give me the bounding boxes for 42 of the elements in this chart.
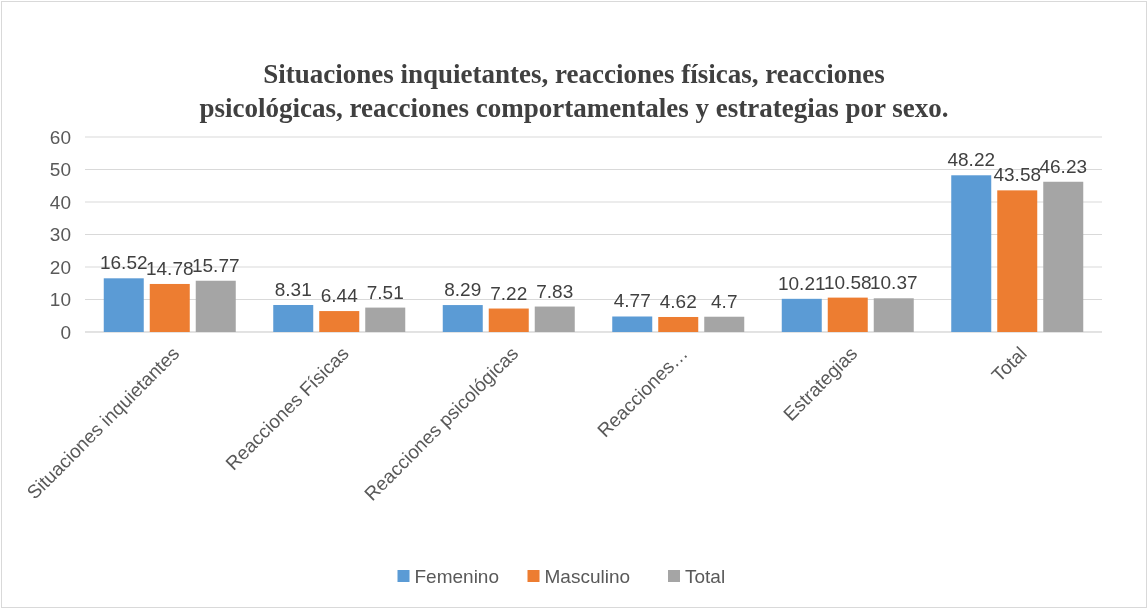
- y-tick-label: 30: [49, 224, 71, 246]
- data-label: 8.29: [444, 279, 482, 301]
- data-label: 4.62: [659, 290, 697, 312]
- y-tick-label: 0: [60, 321, 71, 343]
- legend-label: Masculino: [544, 565, 631, 587]
- y-tick-label: 50: [49, 159, 71, 181]
- data-label: 16.52: [99, 252, 148, 274]
- data-label: 8.31: [274, 278, 312, 300]
- legend-label: Total: [685, 565, 726, 587]
- data-label: 7.22: [490, 282, 528, 304]
- bar: [704, 316, 745, 332]
- bar: [534, 306, 575, 332]
- y-tick-label: 40: [49, 191, 71, 213]
- bar: [319, 311, 360, 332]
- bar: [1043, 181, 1084, 332]
- bar: [951, 175, 992, 332]
- bar: [873, 298, 914, 332]
- bar: [273, 304, 314, 332]
- data-label: 10.21: [777, 272, 826, 294]
- data-label: 48.22: [947, 149, 996, 171]
- y-tick-label: 20: [49, 256, 71, 278]
- bar: [781, 298, 822, 332]
- bar: [827, 297, 868, 332]
- bar: [442, 305, 483, 332]
- data-label: 46.23: [1039, 155, 1088, 177]
- data-label: 4.77: [613, 290, 651, 312]
- data-label: 7.51: [366, 281, 404, 303]
- data-label: 6.44: [320, 285, 359, 307]
- bar: [488, 308, 529, 332]
- bar: [997, 190, 1038, 332]
- bar: [612, 316, 653, 332]
- y-tick-label: 10: [49, 289, 71, 311]
- bar: [149, 283, 190, 332]
- bar: [658, 316, 699, 332]
- bar: [365, 307, 406, 332]
- data-label: 7.83: [536, 280, 574, 302]
- bar: [103, 278, 144, 332]
- bar: [195, 280, 236, 332]
- y-tick-label: 60: [49, 126, 71, 148]
- legend-label: Femenino: [414, 565, 499, 587]
- data-label: 4.7: [711, 290, 738, 312]
- chart-title: Situaciones inquietantes, reacciones físicas, reacciones psicológicas, reacciones comportamentales y estrategias por sexo.: [199, 59, 949, 123]
